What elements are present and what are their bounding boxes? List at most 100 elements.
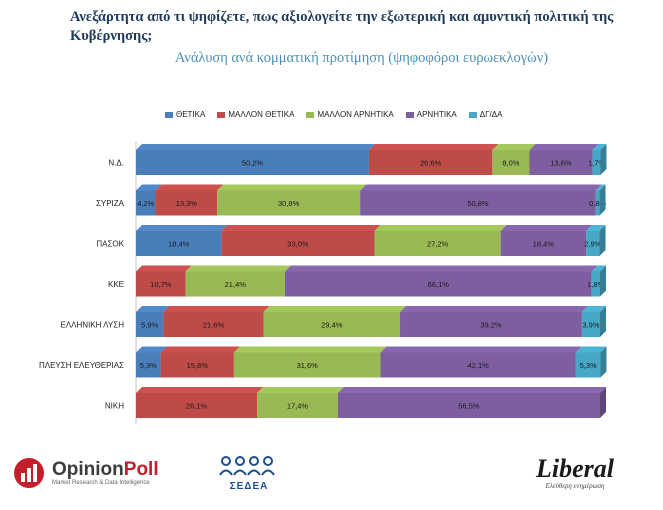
legend-label: ΜΑΛΛΟΝ ΑΡΝΗΤΙΚΑ [317, 110, 394, 119]
data-label: 29,4% [321, 321, 343, 330]
bar-top-face [160, 346, 240, 353]
data-label: 1,8% [587, 280, 604, 289]
bar-side-face [599, 184, 606, 216]
bar-side-face [599, 225, 606, 256]
legend: ΘΕΤΙΚΑ ΜΑΛΛΟΝ ΘΕΤΙΚΑ ΜΑΛΛΟΝ ΑΡΝΗΤΙΚΑ ΑΡΝΗΤΙ… [165, 110, 502, 119]
data-label: 1,7% [588, 159, 605, 168]
bar-top-face [575, 346, 607, 353]
bar-segment [136, 352, 161, 378]
data-label: 18,4% [533, 240, 555, 249]
chart-title: Ανεξάρτητα από τι ψηφίζετε, πως αξιολογε… [70, 9, 614, 44]
bar-segment [284, 271, 592, 297]
category-label: ΠΛΕΥΣΗ ΕΛΕΥΘΕΡΙΑΣ [39, 361, 124, 370]
data-label: 27,2% [427, 240, 449, 249]
bar-segment [160, 352, 234, 378]
data-label: 66,1% [428, 280, 450, 289]
data-label: 26,6% [420, 159, 442, 168]
legend-swatch [306, 111, 315, 118]
bar-side-face [600, 387, 606, 418]
bar-top-face [500, 225, 593, 231]
bar-side-face [600, 265, 606, 297]
bar-top-face [263, 306, 407, 312]
seaea-logo: ΣΕΔΕΑ [218, 454, 280, 492]
bar-top-face [591, 265, 606, 272]
bar-segment [136, 393, 258, 418]
bar-top-face [163, 306, 270, 312]
bar-top-face [337, 387, 606, 393]
category-label: ΕΛΛΗΝΙΚΗ ΛΥΣΗ [60, 321, 124, 330]
data-label: 5,3% [580, 361, 597, 370]
bar-segment [185, 271, 285, 297]
bar-top-face [492, 144, 536, 150]
bar-top-face [595, 184, 606, 191]
data-label: 5,9% [141, 321, 158, 330]
liberal-name: Liberal [536, 454, 614, 483]
bar-segment [360, 190, 596, 216]
bar-segment [368, 150, 493, 175]
bar-top-face [368, 144, 499, 150]
bar-segment [337, 393, 600, 418]
bar-segment [155, 190, 218, 216]
bar-top-face [136, 346, 167, 353]
legend-item: ΜΑΛΛΟΝ ΑΡΝΗΤΙΚΑ [306, 110, 394, 119]
bar-segment [136, 231, 222, 256]
opinionpoll-mark-icon [14, 458, 44, 488]
bar-top-face [360, 184, 602, 191]
bar-segment [136, 150, 369, 175]
category-label: ΚΚΕ [108, 280, 124, 289]
bar-segment [233, 352, 381, 378]
bar-top-face [136, 144, 375, 150]
bar-top-face [400, 306, 588, 312]
category-label: ΠΑΣΟΚ [96, 240, 124, 249]
bar-top-face [136, 387, 264, 393]
bar-segment [263, 312, 401, 337]
data-label: 17,4% [287, 402, 309, 411]
bar-segment [136, 190, 156, 216]
data-label: 8,0% [502, 159, 519, 168]
bar-segment [221, 231, 375, 256]
bar-top-face [136, 306, 170, 312]
bar-segment [217, 190, 361, 216]
seaea-mark-icon [219, 456, 275, 476]
bar-segment [492, 150, 530, 175]
data-label: 56,5% [458, 402, 480, 411]
data-label: 26,1% [186, 402, 208, 411]
footer: OpinionPoll Market Research & Data Intel… [0, 448, 663, 510]
category-label: ΝΙΚΗ [105, 402, 124, 411]
bar-segment [591, 271, 600, 297]
data-label: 13,6% [550, 159, 572, 168]
bar-segment [136, 271, 186, 297]
liberal-tagline: Ελεύθερη ενημέρωση [545, 482, 605, 490]
data-label: 39,2% [480, 321, 502, 330]
bar-top-face [374, 225, 507, 231]
bar-top-face [586, 225, 606, 231]
data-label: 42,1% [468, 361, 490, 370]
data-label: 21,6% [203, 321, 225, 330]
chart-subtitle: Ανάλυση ανά κομματική προτίμηση (ψηφοφόρ… [174, 50, 549, 66]
data-label: 3,9% [582, 321, 599, 330]
data-label: 13,3% [176, 199, 198, 208]
bar-segment [592, 150, 601, 175]
liberal-logo: Liberal Ελεύθερη ενημέρωση [536, 454, 614, 491]
data-label: 10,7% [150, 280, 172, 289]
legend-item: ΔΓ/ΔΑ [468, 110, 502, 119]
bar-top-face [284, 265, 598, 272]
bar-segment [374, 231, 501, 256]
category-label: ΣΥΡΙΖΑ [96, 199, 125, 208]
data-label: 50,2% [242, 159, 264, 168]
bar-side-face [600, 144, 607, 175]
opinionpoll-tagline: Market Research & Data Intelligence [52, 480, 150, 486]
legend-swatch [405, 111, 414, 118]
bar-segment [575, 352, 601, 378]
bar-top-face [136, 225, 228, 231]
bar-top-face [592, 144, 607, 150]
bar-side-face [600, 346, 607, 378]
legend-swatch [468, 111, 477, 118]
data-label: 18,4% [168, 240, 190, 249]
bar-segment [380, 352, 576, 378]
bar-top-face [217, 184, 367, 191]
data-label: 5,3% [140, 361, 157, 370]
stacked-bar-chart: Ν.Δ. 50,2% 26,6% 8,0% 13,6% 1,7% ΣΥΡΙΖΑ 4,2% 13,… [39, 142, 607, 424]
bar-segment [595, 190, 600, 216]
data-label: 30,8% [278, 199, 300, 208]
